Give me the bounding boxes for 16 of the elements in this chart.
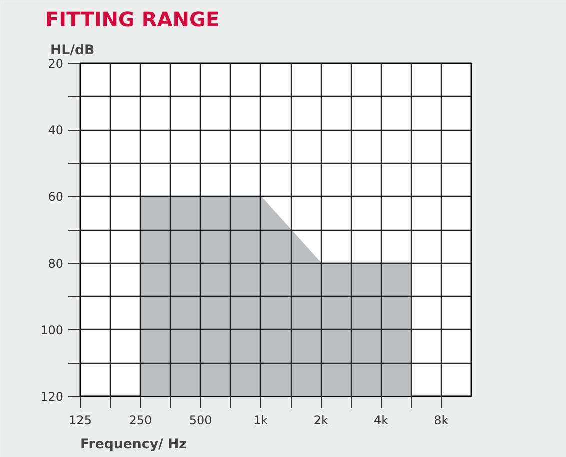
y-tick-label: 120 [40, 390, 64, 404]
x-tick-label: 125 [69, 414, 92, 428]
x-tick-label: 2k [314, 414, 328, 428]
x-tick-label: 500 [189, 414, 212, 428]
chart-title: FITTING RANGE [46, 8, 220, 32]
y-tick-label: 40 [48, 124, 64, 138]
y-tick-label: 80 [48, 256, 64, 271]
y-tick-label: 20 [48, 57, 64, 71]
x-tick-label: 1k [254, 414, 268, 428]
x-tick-label: 250 [129, 414, 152, 428]
y-tick-label: 100 [40, 323, 64, 338]
x-tick-label: 4k [374, 414, 389, 428]
x-axis-title: Frequency/ Hz [80, 438, 188, 452]
x-tick-label: 8k [434, 414, 449, 428]
y-axis-title: HL/dB [50, 44, 95, 58]
y-tick-label: 60 [48, 190, 64, 204]
